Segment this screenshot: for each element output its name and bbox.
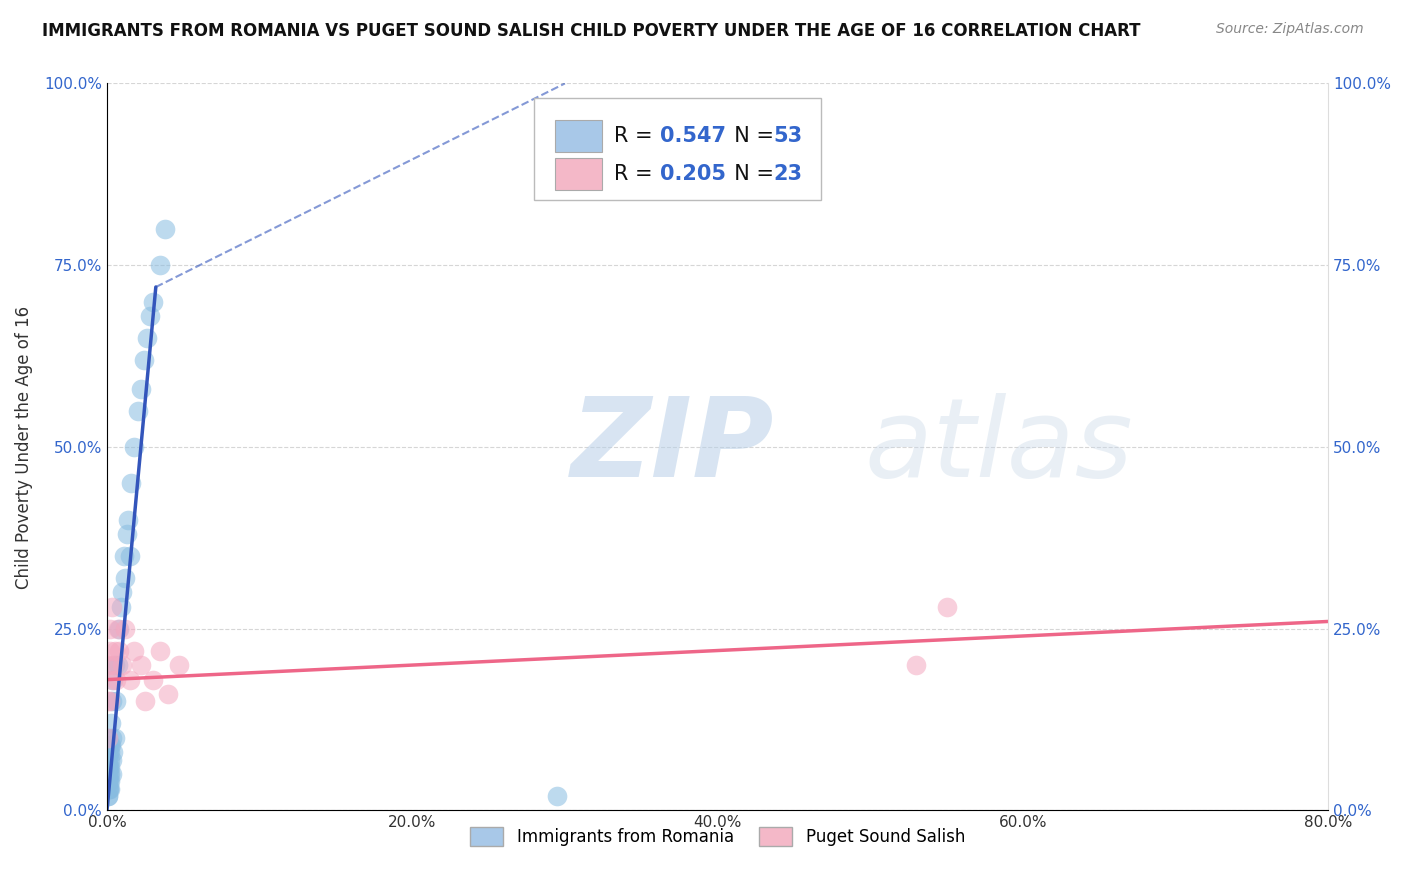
- Point: [134, 694, 156, 708]
- Point: [100, 753, 122, 767]
- Point: [97, 781, 120, 796]
- Point: [157, 687, 180, 701]
- Point: [904, 658, 927, 673]
- Point: [546, 789, 568, 803]
- Point: [104, 643, 127, 657]
- Point: [120, 476, 142, 491]
- Point: [98, 781, 121, 796]
- Point: [105, 673, 128, 687]
- FancyBboxPatch shape: [555, 120, 602, 152]
- Point: [98, 774, 121, 789]
- Point: [98, 753, 121, 767]
- Point: [108, 643, 131, 657]
- Point: [135, 331, 157, 345]
- Point: [105, 694, 128, 708]
- Text: 53: 53: [773, 126, 803, 145]
- Point: [104, 658, 127, 673]
- Text: ZIP: ZIP: [571, 393, 775, 500]
- Point: [111, 658, 134, 673]
- Point: [97, 774, 120, 789]
- Point: [97, 767, 120, 781]
- Point: [98, 738, 121, 752]
- Text: 0.547: 0.547: [661, 126, 725, 145]
- FancyBboxPatch shape: [555, 158, 602, 190]
- Point: [149, 258, 172, 272]
- Point: [129, 382, 152, 396]
- Point: [124, 643, 146, 657]
- Point: [97, 767, 120, 781]
- Point: [108, 622, 131, 636]
- Text: R =: R =: [614, 126, 659, 145]
- Point: [114, 571, 136, 585]
- Point: [98, 622, 121, 636]
- Point: [118, 549, 141, 563]
- Point: [98, 781, 121, 796]
- Point: [98, 694, 121, 708]
- Point: [97, 731, 120, 745]
- Point: [98, 745, 121, 759]
- Point: [149, 643, 172, 657]
- Point: [100, 673, 122, 687]
- Legend: Immigrants from Romania, Puget Sound Salish: Immigrants from Romania, Puget Sound Sal…: [464, 821, 972, 853]
- Point: [97, 789, 120, 803]
- Text: N =: N =: [721, 164, 780, 185]
- Point: [100, 731, 122, 745]
- Point: [101, 658, 124, 673]
- Text: atlas: atlas: [865, 393, 1133, 500]
- Point: [107, 622, 129, 636]
- Point: [98, 643, 121, 657]
- Point: [97, 789, 120, 803]
- Point: [98, 767, 121, 781]
- Point: [114, 622, 136, 636]
- Point: [97, 774, 120, 789]
- Point: [142, 673, 165, 687]
- Point: [142, 294, 165, 309]
- Point: [97, 753, 120, 767]
- Point: [100, 760, 122, 774]
- Point: [118, 673, 141, 687]
- Point: [153, 222, 176, 236]
- Text: Source: ZipAtlas.com: Source: ZipAtlas.com: [1216, 22, 1364, 37]
- Point: [124, 440, 146, 454]
- Point: [97, 694, 120, 708]
- Point: [100, 767, 122, 781]
- Text: 0.205: 0.205: [661, 164, 725, 185]
- Point: [101, 745, 124, 759]
- Text: N =: N =: [721, 126, 780, 145]
- Point: [132, 352, 155, 367]
- Point: [100, 716, 122, 731]
- Point: [100, 694, 122, 708]
- Point: [111, 585, 134, 599]
- Text: 23: 23: [773, 164, 803, 185]
- Point: [104, 731, 127, 745]
- Point: [97, 760, 120, 774]
- Point: [97, 658, 120, 673]
- Point: [98, 760, 121, 774]
- Point: [117, 513, 139, 527]
- Point: [129, 658, 152, 673]
- Point: [101, 673, 124, 687]
- Point: [97, 731, 120, 745]
- Point: [98, 745, 121, 759]
- Point: [138, 309, 160, 323]
- Point: [110, 599, 132, 614]
- Point: [115, 527, 138, 541]
- Point: [112, 549, 135, 563]
- Point: [935, 599, 957, 614]
- Point: [127, 403, 149, 417]
- Text: IMMIGRANTS FROM ROMANIA VS PUGET SOUND SALISH CHILD POVERTY UNDER THE AGE OF 16 : IMMIGRANTS FROM ROMANIA VS PUGET SOUND S…: [42, 22, 1140, 40]
- Y-axis label: Child Poverty Under the Age of 16: Child Poverty Under the Age of 16: [15, 305, 32, 589]
- Point: [97, 781, 120, 796]
- Point: [167, 658, 190, 673]
- FancyBboxPatch shape: [534, 98, 821, 200]
- Point: [100, 599, 122, 614]
- Point: [98, 774, 121, 789]
- Point: [100, 738, 122, 752]
- Point: [107, 658, 129, 673]
- Text: R =: R =: [614, 164, 659, 185]
